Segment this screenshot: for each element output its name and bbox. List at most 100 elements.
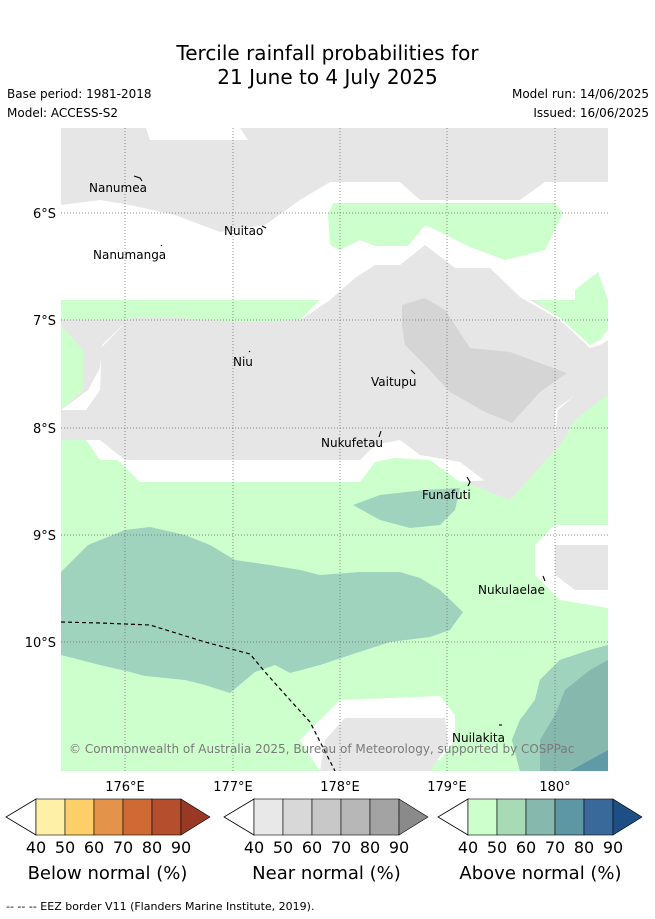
nanumea-island [133, 175, 143, 182]
near-normal-40-region-north [61, 128, 608, 232]
above-colorbar-segment [525, 798, 556, 836]
near-normal-40-region-south [320, 718, 448, 771]
above-normal-colorbar: 40 50 60 70 80 90 [437, 798, 643, 857]
above-normal-70-region [570, 750, 608, 771]
near-colorbar-tick-label: 50 [273, 838, 293, 857]
above-colorbar-tick-label: 70 [545, 838, 565, 857]
above-normal-40-region-east [575, 272, 608, 330]
above-colorbar-tick-label: 80 [574, 838, 594, 857]
eez-footnote: -- -- -- EEZ border V11 (Flanders Marine… [6, 900, 315, 913]
near-colorbar-tick-label: 70 [331, 838, 351, 857]
above-colorbar-tick-label: 90 [603, 838, 623, 857]
above-colorbar-tick-label: 60 [516, 838, 536, 857]
lat-label-6s: 6°S [33, 207, 56, 222]
lon-label-176e: 176°E [105, 780, 145, 795]
below-colorbar-segment [64, 798, 95, 836]
nanumanga-island [160, 244, 163, 247]
below-colorbar-tick-label: 40 [26, 838, 46, 857]
neutral-gap-top [146, 128, 248, 140]
below-colorbar-segment [35, 798, 66, 836]
near-colorbar-tick-label: 90 [389, 838, 409, 857]
issued-label: Issued: 16/06/2025 [533, 106, 649, 120]
map-title-line1: Tercile rainfall probabilities for [176, 41, 479, 65]
map-area: Nanumea Nuitao Nanumanga Niu Vaitupu Nuk… [61, 128, 608, 771]
above-colorbar-tick-label: 40 [458, 838, 478, 857]
eez-border-line [61, 621, 336, 771]
near-normal-40-region-inner [86, 245, 608, 500]
near-normal-colorbar: 40 50 60 70 80 90 [223, 798, 429, 857]
latitude-labels: 6°S 7°S 8°S 9°S 10°S [25, 207, 56, 651]
below-colorbar-low-arrow [5, 798, 37, 836]
below-colorbar-tick-label: 70 [113, 838, 133, 857]
above-colorbar-segment [554, 798, 585, 836]
copyright-text: © Commonwealth of Australia 2025, Bureau… [69, 742, 574, 756]
place-label-nukulaelae: Nukulaelae [478, 583, 545, 597]
place-labels: Nanumea Nuitao Nanumanga Niu Vaitupu Nuk… [89, 181, 545, 745]
graticule [61, 128, 608, 771]
model-run-label: Model run: 14/06/2025 [511, 87, 649, 101]
near-normal-40-region-east [555, 545, 608, 590]
lon-label-180: 180° [539, 780, 570, 795]
near-colorbar-low-arrow [223, 798, 255, 836]
above-colorbar-low-arrow [437, 798, 469, 836]
near-colorbar-segment [340, 798, 371, 836]
base-period-label: Base period: 1981-2018 [7, 87, 152, 101]
above-colorbar-tick-label: 50 [487, 838, 507, 857]
below-colorbar-high-arrow [180, 798, 211, 836]
nukufetau-island [378, 430, 382, 438]
lon-label-177e: 177°E [213, 780, 253, 795]
lat-label-7s: 7°S [33, 314, 56, 329]
lat-label-9s: 9°S [33, 529, 56, 544]
island-outlines [133, 175, 546, 726]
near-colorbar-high-arrow [398, 798, 429, 836]
place-label-nuitao: Nuitao [224, 224, 263, 238]
above-normal-50-region-southeast [512, 645, 608, 771]
above-colorbar-segment [583, 798, 614, 836]
above-normal-legend-title: Above normal (%) [459, 863, 622, 884]
place-label-nanumea: Nanumea [89, 181, 147, 195]
above-colorbar-high-arrow [612, 798, 643, 836]
below-colorbar-segment [93, 798, 124, 836]
vaitupu-island [410, 369, 416, 375]
below-normal-colorbar: 40 50 60 70 80 90 [5, 798, 211, 857]
below-colorbar-tick-label: 60 [84, 838, 104, 857]
near-colorbar-tick-label: 40 [244, 838, 264, 857]
place-label-niu: Niu [233, 355, 253, 369]
model-label: Model: ACCESS-S2 [7, 106, 119, 120]
below-colorbar-tick-label: 80 [142, 838, 162, 857]
near-normal-50-region [402, 298, 567, 423]
place-label-nanumanga: Nanumanga [93, 248, 166, 262]
lon-label-179e: 179°E [427, 780, 467, 795]
near-colorbar-segment [253, 798, 284, 836]
lat-label-10s: 10°S [25, 636, 56, 651]
funafuti-island [466, 476, 471, 487]
near-colorbar-segment [282, 798, 313, 836]
place-label-nuilakita: Nuilakita [452, 731, 505, 745]
place-label-vaitupu: Vaitupu [371, 375, 417, 389]
niu-island [248, 350, 251, 353]
place-label-nukufetau: Nukufetau [321, 436, 383, 450]
nuitao-island [261, 225, 267, 229]
above-normal-40-region-north [328, 203, 563, 260]
below-colorbar-tick-label: 90 [171, 838, 191, 857]
near-colorbar-tick-label: 60 [302, 838, 322, 857]
lat-label-8s: 8°S [33, 422, 56, 437]
below-colorbar-segment [151, 798, 182, 836]
above-normal-50-region-south [61, 527, 463, 693]
longitude-labels: 176°E 177°E 178°E 179°E 180° [105, 780, 570, 795]
above-normal-50-region-funafuti [353, 488, 460, 528]
below-colorbar-tick-label: 50 [55, 838, 75, 857]
near-normal-legend-title: Near normal (%) [252, 863, 401, 884]
above-colorbar-segment [496, 798, 527, 836]
below-colorbar-segment [122, 798, 153, 836]
lon-label-178e: 178°E [320, 780, 360, 795]
near-colorbar-tick-label: 80 [360, 838, 380, 857]
near-colorbar-segment [311, 798, 342, 836]
below-normal-legend-title: Below normal (%) [27, 863, 188, 884]
nukulaelae-island [542, 575, 546, 582]
place-label-funafuti: Funafuti [422, 488, 471, 502]
map-title-line2: 21 June to 4 July 2025 [217, 65, 438, 89]
near-colorbar-segment [369, 798, 400, 836]
above-colorbar-segment [467, 798, 498, 836]
